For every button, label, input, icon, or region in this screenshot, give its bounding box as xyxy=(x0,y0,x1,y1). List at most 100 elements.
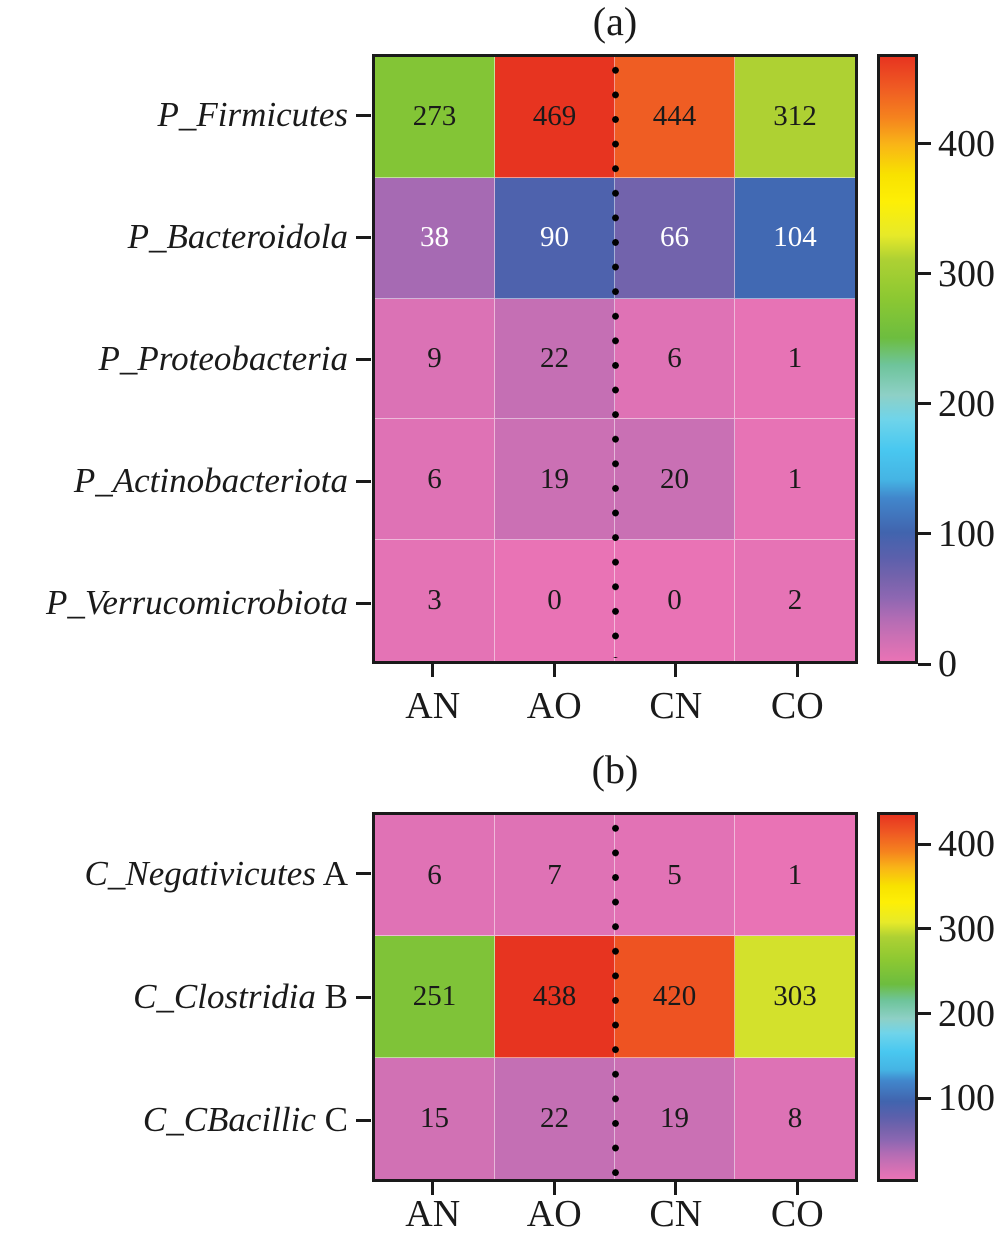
heatmap-cell: 6 xyxy=(375,419,495,541)
heatmap-cell: 9 xyxy=(375,298,495,420)
heatmap-cell: 444 xyxy=(615,57,735,178)
panel-b-title: (b) xyxy=(591,747,639,792)
heatmap-cell: 6 xyxy=(615,298,735,420)
y-axis-tick xyxy=(356,601,371,605)
heatmap-cell: 2 xyxy=(735,540,855,661)
row-label-taxon: C_Negativicutes xyxy=(84,853,316,893)
x-axis-tick xyxy=(431,1182,435,1195)
colorbar-tick-label: 0 xyxy=(938,643,957,685)
heatmap-cell: 1 xyxy=(735,815,855,937)
colorbar-tick-label: 300 xyxy=(938,907,995,950)
heatmap-grid-a: 273 469 444 312 38 90 66 104 9 22 6 1 6 19 20 1 3 0 0 2 xyxy=(372,54,858,664)
colorbar-tick xyxy=(918,1096,931,1100)
col-label: CN xyxy=(649,685,703,727)
row-label-taxon: C_Clostridia xyxy=(133,977,316,1016)
y-axis-tick xyxy=(356,995,371,999)
heatmap-cell: 469 xyxy=(495,57,615,178)
heatmap-cell: 251 xyxy=(375,936,495,1058)
heatmap-cell: 15 xyxy=(375,1057,495,1179)
row-label-taxon: P_Verrucomicrobiota xyxy=(46,583,348,622)
y-axis-tick xyxy=(356,357,371,361)
x-axis-tick xyxy=(795,1182,799,1195)
row-label: P_Bacteroidola xyxy=(0,214,348,260)
heatmap-cell: 104 xyxy=(735,177,855,299)
colorbar-tick xyxy=(918,1012,931,1015)
heatmap-cell: 20 xyxy=(615,419,735,541)
heatmap-cell: 273 xyxy=(375,57,495,178)
col-label: AN xyxy=(405,1193,461,1235)
row-label: P_Firmicutes xyxy=(0,92,348,138)
x-axis-tick xyxy=(552,664,556,677)
heatmap-cell: 303 xyxy=(735,936,855,1058)
dotted-divider-line xyxy=(611,816,619,1176)
heatmap-cell: 22 xyxy=(495,298,615,420)
row-label: C_CBacillic C xyxy=(0,1097,348,1143)
colorbar-tick xyxy=(918,142,931,146)
row-label-taxon: C_CBacillic xyxy=(142,1100,316,1140)
heatmap-cell: 1 xyxy=(735,298,855,420)
heatmap-cell: 420 xyxy=(615,936,735,1058)
row-label-suffix: C xyxy=(315,1100,348,1140)
colorbar-tick-label: 400 xyxy=(938,823,995,866)
heatmap-cell: 0 xyxy=(495,540,615,661)
y-axis-tick xyxy=(356,872,371,876)
col-label: AN xyxy=(405,685,461,727)
row-label: P_Proteobacteria xyxy=(0,336,348,382)
heatmap-cell: 19 xyxy=(495,419,615,541)
colorbar-tick xyxy=(918,272,931,276)
heatmap-cell: 90 xyxy=(495,177,615,299)
y-axis-tick xyxy=(356,235,371,239)
heatmap-cell: 3 xyxy=(375,540,495,661)
row-label-suffix: A xyxy=(315,853,348,893)
col-label: CN xyxy=(649,1193,703,1235)
x-axis-tick xyxy=(795,664,799,677)
row-label: P_Actinobacteriota xyxy=(0,458,348,504)
heatmap-cell: 438 xyxy=(495,936,615,1058)
heatmap-grid-b: 6 7 5 1 251 438 420 303 15 22 19 8 xyxy=(372,812,858,1182)
y-axis-tick xyxy=(356,1118,371,1122)
heatmap-cell: 312 xyxy=(735,57,855,178)
x-axis-tick xyxy=(552,1182,556,1195)
heatmap-cell: 8 xyxy=(735,1057,855,1179)
heatmap-cell: 1 xyxy=(735,419,855,541)
col-label: CO xyxy=(770,685,824,727)
row-label-taxon: P_Proteobacteria xyxy=(98,339,348,378)
col-label: AO xyxy=(526,685,582,727)
heatmap-cell: 38 xyxy=(375,177,495,299)
colorbar-tick-label: 300 xyxy=(938,252,995,295)
heatmap-cell: 66 xyxy=(615,177,735,299)
colorbar-tick-label: 400 xyxy=(938,122,995,165)
row-label-taxon: P_Firmicutes xyxy=(157,95,348,134)
colorbar-tick xyxy=(918,402,931,406)
row-label: P_Verrucomicrobiota xyxy=(0,580,348,626)
colorbar-tick xyxy=(918,662,931,666)
row-label: C_Negativicutes A xyxy=(0,851,348,897)
y-axis-tick xyxy=(356,113,371,117)
colorbar xyxy=(877,812,918,1182)
heatmap-cell: 22 xyxy=(495,1057,615,1179)
x-axis-tick xyxy=(431,664,435,677)
heatmap-cell: 5 xyxy=(615,815,735,937)
row-label-taxon: P_Actinobacteriota xyxy=(73,461,348,500)
colorbar-tick-label: 200 xyxy=(938,382,995,425)
dotted-divider-line xyxy=(611,58,619,658)
row-label-taxon: P_Bacteroidola xyxy=(127,217,348,256)
heatmap-cell: 0 xyxy=(615,540,735,661)
x-axis-tick xyxy=(674,1182,678,1195)
colorbar xyxy=(877,54,918,664)
row-label-suffix: B xyxy=(315,977,348,1016)
row-label: C_Clostridia B xyxy=(0,974,348,1020)
panel-a-title: (a) xyxy=(592,0,638,44)
x-axis-tick xyxy=(674,664,678,677)
colorbar-tick xyxy=(918,842,931,846)
col-label: AO xyxy=(526,1193,582,1235)
y-axis-tick xyxy=(356,479,371,483)
colorbar-tick-label: 100 xyxy=(938,1077,995,1120)
colorbar-tick xyxy=(918,927,931,931)
heatmap-cell: 6 xyxy=(375,815,495,937)
colorbar-tick-label: 200 xyxy=(938,992,995,1035)
colorbar-tick-label: 100 xyxy=(938,512,995,555)
